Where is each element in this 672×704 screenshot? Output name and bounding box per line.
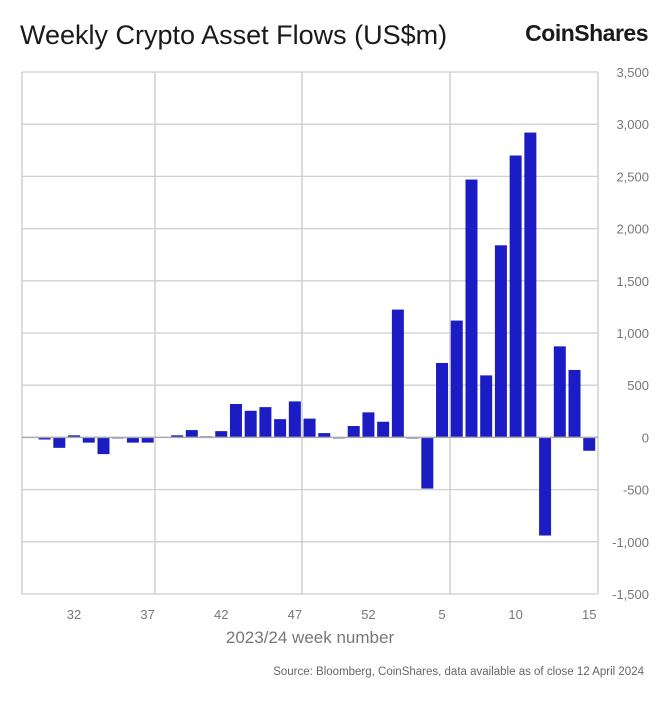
bar-week-49 — [318, 433, 331, 438]
bar-week-10 — [509, 155, 522, 438]
y-tick-label: -1,500 — [612, 587, 649, 602]
x-tick-label: 5 — [438, 607, 445, 622]
bar-week-39 — [171, 435, 184, 438]
bar-week-34 — [97, 437, 110, 455]
y-tick-label: -500 — [623, 483, 649, 498]
bar-week-11 — [524, 132, 537, 438]
bar-week-43 — [229, 403, 242, 438]
x-tick-label: 10 — [508, 607, 522, 622]
bar-week-51 — [347, 426, 360, 438]
y-tick-label: 500 — [627, 378, 649, 393]
bar-week-32 — [68, 435, 81, 438]
bar-week-48 — [303, 418, 316, 438]
y-tick-label: 3,500 — [616, 65, 649, 80]
bar-week-5 — [436, 362, 449, 438]
bar-week-6 — [450, 320, 463, 438]
x-tick-label: 15 — [582, 607, 596, 622]
bar-week-36 — [126, 437, 139, 443]
bar-week-12 — [539, 437, 552, 536]
bar-week-31 — [53, 437, 66, 448]
bar-week-45 — [259, 407, 272, 438]
source-note: Source: Bloomberg, CoinShares, data avai… — [273, 666, 644, 678]
bar-week-9 — [494, 245, 507, 438]
y-tick-label: 1,500 — [616, 274, 649, 289]
bar-week-1 — [377, 421, 390, 438]
x-tick-label: 32 — [67, 607, 81, 622]
x-tick-label: 42 — [214, 607, 228, 622]
bar-week-8 — [480, 375, 493, 438]
bar-week-14 — [568, 369, 581, 438]
bar-week-15 — [583, 437, 596, 451]
bar-week-2 — [391, 309, 404, 438]
x-axis-title: 2023/24 week number — [225, 628, 395, 647]
coinshares-logo: CoinShares — [525, 20, 648, 46]
bar-week-4 — [421, 437, 434, 489]
y-tick-label: 3,000 — [616, 117, 649, 132]
y-tick-label: 2,000 — [616, 222, 649, 237]
bar-week-40 — [185, 430, 198, 438]
bar-week-47 — [288, 401, 301, 438]
bar-week-44 — [244, 410, 257, 438]
y-tick-label: 1,000 — [616, 326, 649, 341]
bar-week-7 — [465, 179, 478, 438]
y-tick-label: 0 — [642, 430, 649, 445]
x-tick-label: 52 — [361, 607, 375, 622]
bar-week-13 — [553, 346, 566, 438]
y-tick-label: 2,500 — [616, 169, 649, 184]
bar-week-33 — [82, 437, 95, 443]
bar-week-46 — [274, 419, 287, 438]
bar-week-52 — [362, 412, 375, 438]
chart-title: Weekly Crypto Asset Flows (US$m) — [20, 20, 448, 50]
x-tick-label: 37 — [140, 607, 154, 622]
y-tick-label: -1,000 — [612, 535, 649, 550]
bar-week-30 — [38, 437, 51, 440]
x-tick-label: 47 — [288, 607, 302, 622]
bar-week-42 — [215, 431, 228, 438]
bar-week-37 — [141, 437, 154, 443]
